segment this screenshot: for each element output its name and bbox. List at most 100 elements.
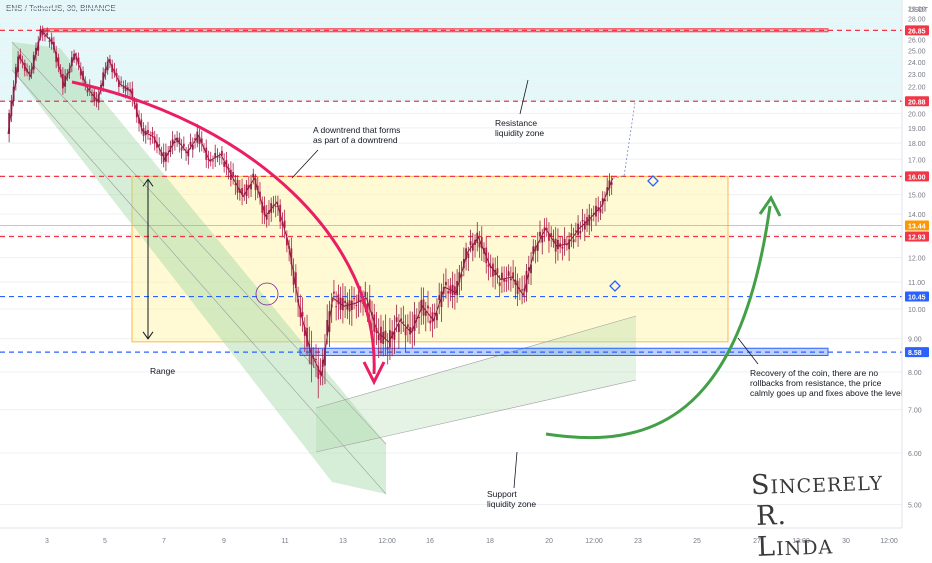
recovery-arrow: [545, 205, 772, 440]
candle-body: [189, 141, 192, 146]
candle-body: [301, 312, 304, 317]
candle-body: [570, 233, 573, 236]
candle-body: [254, 178, 257, 190]
candle-body: [554, 238, 557, 252]
grid-lines: [0, 8, 902, 505]
candle-body: [232, 172, 235, 177]
uptrend-channel: [316, 316, 636, 452]
candle-body: [48, 40, 51, 42]
candle-body: [429, 320, 432, 324]
candle-body: [404, 327, 407, 336]
candle-body: [451, 284, 454, 295]
candle-body: [180, 147, 183, 151]
candle-body: [225, 160, 228, 168]
candle-body: [530, 264, 532, 274]
candle-body: [335, 306, 338, 308]
candle-body: [357, 294, 360, 302]
price-label-text: 13.44: [908, 224, 926, 231]
candle-body: [487, 264, 490, 267]
candle-body: [518, 290, 521, 292]
candle-body: [270, 203, 273, 213]
candle-body: [70, 57, 73, 66]
price-label-badge: [905, 347, 929, 358]
annotation-downtrend-line: as part of a downtrend: [313, 135, 398, 145]
price-label-text: 12.93: [908, 234, 926, 241]
y-tick-label: 23.00: [908, 72, 926, 79]
price-axis-background: [902, 0, 932, 550]
candle-body: [355, 304, 358, 306]
candle-body: [579, 230, 582, 234]
candle-body: [384, 330, 387, 339]
y-tick-label: 12.00: [908, 256, 926, 263]
price-label-text: 20.88: [908, 99, 926, 106]
x-tick-label: 27: [753, 538, 761, 545]
candle-body: [512, 272, 515, 279]
x-tick-label: 7: [162, 538, 166, 545]
candle-body: [173, 141, 176, 143]
candle-body: [156, 142, 158, 148]
candle-body: [588, 214, 591, 226]
candle-body: [431, 312, 434, 322]
x-tick-label: 20: [545, 538, 553, 545]
candle-body: [453, 286, 456, 295]
candle-body: [79, 68, 82, 76]
candle-body: [489, 266, 492, 269]
candle-body: [402, 321, 405, 323]
candle-body: [194, 138, 196, 141]
candle-body: [583, 221, 586, 230]
x-tick-label: 18: [486, 538, 494, 545]
candle-body: [346, 302, 349, 310]
candle-body: [595, 205, 597, 217]
x-tick-label: 16: [426, 538, 434, 545]
candle-body: [480, 236, 483, 249]
candle-body: [469, 241, 472, 245]
candle-body: [111, 64, 114, 73]
candle-body: [106, 61, 109, 71]
candle-body: [198, 136, 201, 145]
candle-body: [604, 199, 606, 202]
projection-target-1: [609, 280, 621, 292]
candle-body: [608, 180, 611, 189]
candle-body: [129, 89, 131, 92]
candle-body: [505, 279, 508, 282]
y-tick-label: 29.00: [908, 7, 926, 14]
candle-body: [140, 119, 143, 128]
candle-body: [543, 227, 546, 231]
candle-body: [368, 299, 371, 310]
price-label-text: 26.85: [908, 28, 926, 35]
candle-body: [348, 300, 351, 312]
candle-body: [565, 244, 568, 246]
candle-body: [122, 87, 125, 89]
candle-body: [447, 291, 450, 294]
price-label-badge: [905, 171, 929, 182]
candle-body: [265, 214, 268, 220]
y-tick-label: 6.00: [908, 451, 922, 458]
candle-body: [77, 57, 80, 65]
candle-body: [498, 282, 501, 286]
price-projection: [612, 100, 636, 179]
projection-target-icon: [609, 280, 621, 292]
candle-body: [382, 331, 385, 344]
candle-body: [149, 138, 152, 140]
time-axis-background: [0, 528, 932, 550]
x-tick-label: 5: [103, 538, 107, 545]
x-tick-label: 12:00: [880, 538, 898, 545]
downtrend-arrowhead: [362, 361, 386, 386]
y-tick-label: 26.00: [908, 37, 926, 44]
candle-body: [545, 227, 548, 231]
y-tick-label: 24.00: [908, 60, 926, 67]
candle-body: [117, 80, 120, 87]
candle-body: [212, 160, 214, 162]
candle-body: [337, 294, 340, 305]
annotation-recovery-line: calmly goes up and fixes above the level: [750, 388, 903, 398]
price-label-text: 8.58: [908, 350, 922, 357]
candle-body: [274, 205, 277, 207]
candle-body: [283, 220, 286, 229]
candle-body: [120, 81, 123, 83]
y-tick-label: 28.00: [908, 17, 926, 24]
candle-body: [324, 348, 326, 366]
y-tick-label: 15.00: [908, 193, 926, 200]
candle-body: [315, 358, 317, 360]
x-tick-label: 25: [693, 538, 701, 545]
